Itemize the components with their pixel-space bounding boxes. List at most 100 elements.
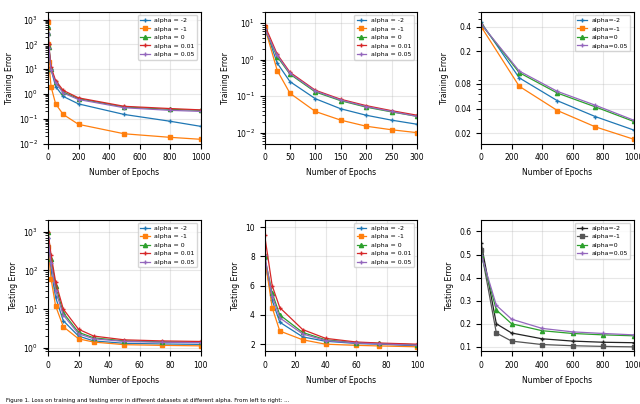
alpha = 0.05 — [413, 114, 421, 119]
alpha=-1 — [493, 330, 500, 335]
alpha = 0.05 — [75, 331, 83, 336]
alpha = 0.01 — [268, 283, 276, 288]
alpha = 0 — [44, 25, 52, 29]
Legend: alpha = -2, alpha = -1, alpha = 0, alpha = 0.01, alpha = 0.05: alpha = -2, alpha = -1, alpha = 0, alpha… — [354, 223, 414, 267]
alpha = -1 — [273, 68, 281, 73]
alpha = -2 — [60, 318, 67, 323]
alpha = 0 — [45, 44, 52, 49]
alpha = -2 — [375, 342, 383, 347]
alpha = 0 — [276, 313, 284, 318]
alpha=-1 — [515, 84, 523, 89]
alpha = -1 — [60, 324, 67, 329]
Line: alpha = -1: alpha = -1 — [262, 25, 419, 135]
alpha=0.05 — [508, 317, 515, 322]
alpha = -2 — [159, 341, 166, 346]
alpha = 0 — [47, 256, 55, 261]
alpha = 0.01 — [375, 341, 383, 345]
Legend: alpha=-2, alpha=-1, alpha=0, alpha=0.05: alpha=-2, alpha=-1, alpha=0, alpha=0.05 — [575, 15, 630, 51]
alpha=-2 — [508, 330, 515, 335]
alpha = -2 — [268, 298, 276, 303]
alpha = 0.05 — [60, 90, 67, 95]
alpha = 0.05 — [45, 45, 52, 50]
alpha = 0.01 — [299, 327, 307, 332]
alpha = 0.01 — [60, 307, 67, 311]
alpha = 0.01 — [120, 104, 128, 109]
alpha=0.05 — [493, 303, 500, 308]
alpha=-1 — [477, 24, 485, 29]
alpha=-1 — [599, 344, 607, 349]
alpha = -1 — [45, 59, 52, 64]
Line: alpha=-1: alpha=-1 — [479, 25, 636, 141]
alpha=-1 — [477, 248, 485, 252]
alpha = -1 — [196, 137, 204, 142]
alpha=-1 — [569, 343, 577, 348]
alpha = 0.01 — [388, 108, 396, 113]
Line: alpha = -1: alpha = -1 — [46, 20, 203, 141]
alpha = 0.01 — [47, 65, 55, 69]
Line: alpha = -2: alpha = -2 — [262, 257, 419, 348]
alpha = 0 — [388, 109, 396, 114]
alpha = -1 — [375, 343, 383, 348]
Line: alpha = -2: alpha = -2 — [46, 236, 203, 347]
Legend: alpha = -2, alpha = -1, alpha = 0, alpha = 0.01, alpha = 0.05: alpha = -2, alpha = -1, alpha = 0, alpha… — [138, 223, 197, 267]
alpha = 0.05 — [276, 316, 284, 320]
alpha = 0.01 — [159, 339, 166, 343]
alpha = 0 — [299, 330, 307, 335]
alpha=-1 — [591, 124, 599, 129]
alpha = -2 — [166, 119, 174, 124]
alpha = -2 — [388, 118, 396, 122]
alpha=0 — [630, 119, 637, 124]
alpha = 0.01 — [75, 95, 83, 100]
Y-axis label: Training Error: Training Error — [440, 52, 449, 104]
X-axis label: Number of Epochs: Number of Epochs — [89, 168, 159, 177]
alpha=0.05 — [591, 103, 599, 108]
alpha = -1 — [44, 42, 52, 47]
alpha=0.05 — [630, 332, 637, 337]
alpha = -1 — [276, 328, 284, 333]
alpha = 0.05 — [268, 294, 276, 299]
alpha = 0 — [312, 90, 319, 95]
alpha = 0 — [52, 80, 60, 84]
alpha = -1 — [352, 343, 360, 348]
alpha = -2 — [45, 42, 52, 47]
Line: alpha = 0.01: alpha = 0.01 — [46, 17, 203, 112]
alpha = 0.05 — [75, 97, 83, 102]
alpha = 0 — [260, 26, 268, 31]
alpha = -2 — [90, 339, 97, 343]
alpha = 0.05 — [362, 104, 370, 109]
alpha = 0.05 — [352, 341, 360, 345]
alpha = 0.05 — [413, 343, 421, 347]
Y-axis label: Training Error: Training Error — [221, 52, 230, 104]
alpha = 0.05 — [260, 26, 268, 31]
alpha = -2 — [273, 61, 281, 65]
alpha = 0.05 — [44, 32, 52, 37]
alpha = 0.05 — [44, 235, 52, 240]
X-axis label: Number of Epochs: Number of Epochs — [89, 376, 159, 385]
alpha = 0 — [166, 107, 174, 112]
alpha = -1 — [75, 337, 83, 341]
Line: alpha = 0.01: alpha = 0.01 — [262, 232, 419, 346]
alpha = -2 — [75, 334, 83, 339]
alpha = 0 — [120, 339, 128, 343]
alpha = 0.05 — [196, 340, 204, 345]
alpha = -1 — [52, 101, 60, 106]
alpha = -2 — [196, 342, 204, 347]
alpha = -1 — [322, 342, 330, 347]
alpha = -1 — [312, 109, 319, 114]
alpha = -1 — [60, 112, 67, 117]
X-axis label: Number of Epochs: Number of Epochs — [522, 168, 593, 177]
Line: alpha = -1: alpha = -1 — [262, 255, 419, 349]
alpha = -1 — [413, 344, 421, 349]
alpha = 0.05 — [159, 340, 166, 345]
alpha = 0 — [362, 105, 370, 109]
alpha = 0.05 — [322, 338, 330, 343]
alpha = -1 — [260, 254, 268, 259]
alpha=0.05 — [477, 21, 485, 26]
Y-axis label: Testing Error: Testing Error — [230, 261, 239, 310]
Line: alpha=0: alpha=0 — [479, 252, 636, 338]
alpha = -2 — [120, 341, 128, 346]
alpha = -1 — [90, 340, 97, 345]
alpha = 0.05 — [166, 108, 174, 113]
alpha=-1 — [630, 137, 637, 142]
alpha=0 — [599, 332, 607, 337]
